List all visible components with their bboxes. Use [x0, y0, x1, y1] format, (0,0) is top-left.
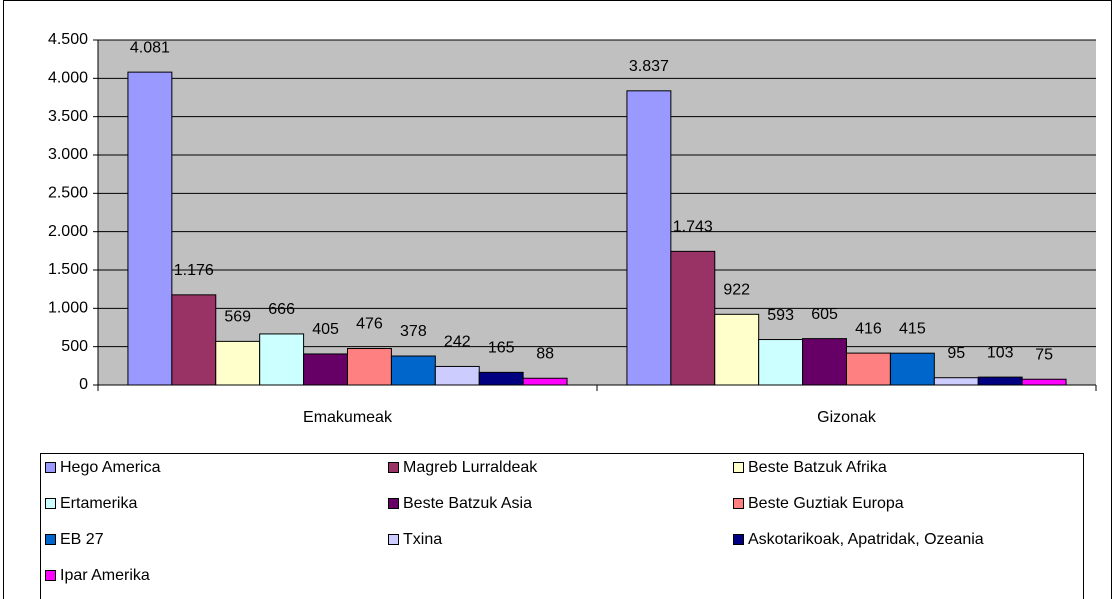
bar: [714, 313, 760, 386]
data-label: 1.176: [174, 262, 214, 279]
bar: [846, 352, 891, 386]
data-label: 405: [312, 321, 339, 338]
bar: [670, 250, 716, 386]
data-label: 165: [488, 340, 515, 357]
data-label: 476: [356, 316, 383, 333]
data-label: 593: [767, 307, 794, 324]
data-label: 605: [811, 306, 838, 323]
legend-label: Beste Batzuk Afrika: [748, 459, 887, 476]
legend-label: Ertamerika: [60, 495, 137, 512]
legend-swatch: [388, 462, 399, 473]
data-label: 3.837: [629, 58, 669, 75]
bar: [977, 376, 1023, 386]
bar: [933, 377, 979, 386]
bar: [259, 333, 305, 386]
data-label: 1.743: [673, 219, 713, 236]
legend-label: Askotarikoak, Apatridak, Ozeania: [748, 531, 984, 548]
data-label: 666: [268, 301, 295, 318]
legend-swatch: [733, 462, 744, 473]
bar: [215, 340, 261, 386]
data-label: 242: [444, 334, 471, 351]
bar: [478, 371, 524, 386]
y-tick-label: 2.500: [48, 185, 88, 202]
legend-swatch: [45, 462, 56, 473]
y-tick-label: 4.000: [48, 70, 88, 87]
data-label: 103: [987, 344, 1014, 361]
legend-label: Beste Batzuk Asia: [403, 495, 532, 512]
x-tick-label: Emakumeak: [303, 409, 393, 426]
bar: [1021, 378, 1067, 386]
data-label: 4.081: [130, 39, 170, 56]
bar: [127, 71, 173, 386]
bar: [626, 90, 672, 386]
data-label: 88: [536, 345, 554, 362]
data-label: 378: [400, 323, 427, 340]
legend-label: EB 27: [60, 531, 104, 548]
bar: [434, 365, 480, 386]
bar: [889, 352, 935, 386]
legend-swatch: [388, 498, 399, 509]
x-tick-label: Gizonak: [817, 409, 877, 426]
legend-swatch: [45, 534, 56, 545]
data-label: 95: [947, 345, 965, 362]
legend-box: [40, 453, 1084, 599]
legend-label: Txina: [403, 531, 442, 548]
y-tick-label: 2.000: [48, 223, 88, 240]
legend-label: Beste Guztiak Europa: [748, 495, 904, 512]
legend-swatch: [45, 570, 56, 581]
y-tick-label: 1.500: [48, 261, 88, 278]
legend-swatch: [733, 498, 744, 509]
legend-swatch: [388, 534, 399, 545]
y-tick-label: 500: [61, 338, 88, 355]
plot-area: [98, 40, 1096, 385]
y-tick-label: 4.500: [48, 31, 88, 48]
legend-swatch: [45, 498, 56, 509]
bar: [390, 355, 436, 386]
bar: [522, 377, 568, 386]
data-label: 569: [224, 309, 251, 326]
bar: [347, 348, 392, 386]
y-tick-label: 3.000: [48, 146, 88, 163]
data-label: 922: [723, 282, 750, 299]
legend-label: Ipar Amerika: [60, 567, 150, 584]
legend-label: Magreb Lurraldeak: [403, 459, 538, 476]
bar: [802, 338, 848, 386]
y-tick-label: 0: [79, 376, 88, 393]
bar: [758, 339, 804, 386]
bar: [303, 353, 349, 386]
legend-swatch: [733, 534, 744, 545]
y-tick-label: 1.000: [48, 300, 88, 317]
data-label: 75: [1035, 346, 1053, 363]
y-tick-label: 3.500: [48, 108, 88, 125]
data-label: 416: [855, 320, 882, 337]
legend-label: Hego America: [60, 459, 161, 476]
data-label: 415: [899, 320, 926, 337]
bar: [171, 294, 217, 386]
